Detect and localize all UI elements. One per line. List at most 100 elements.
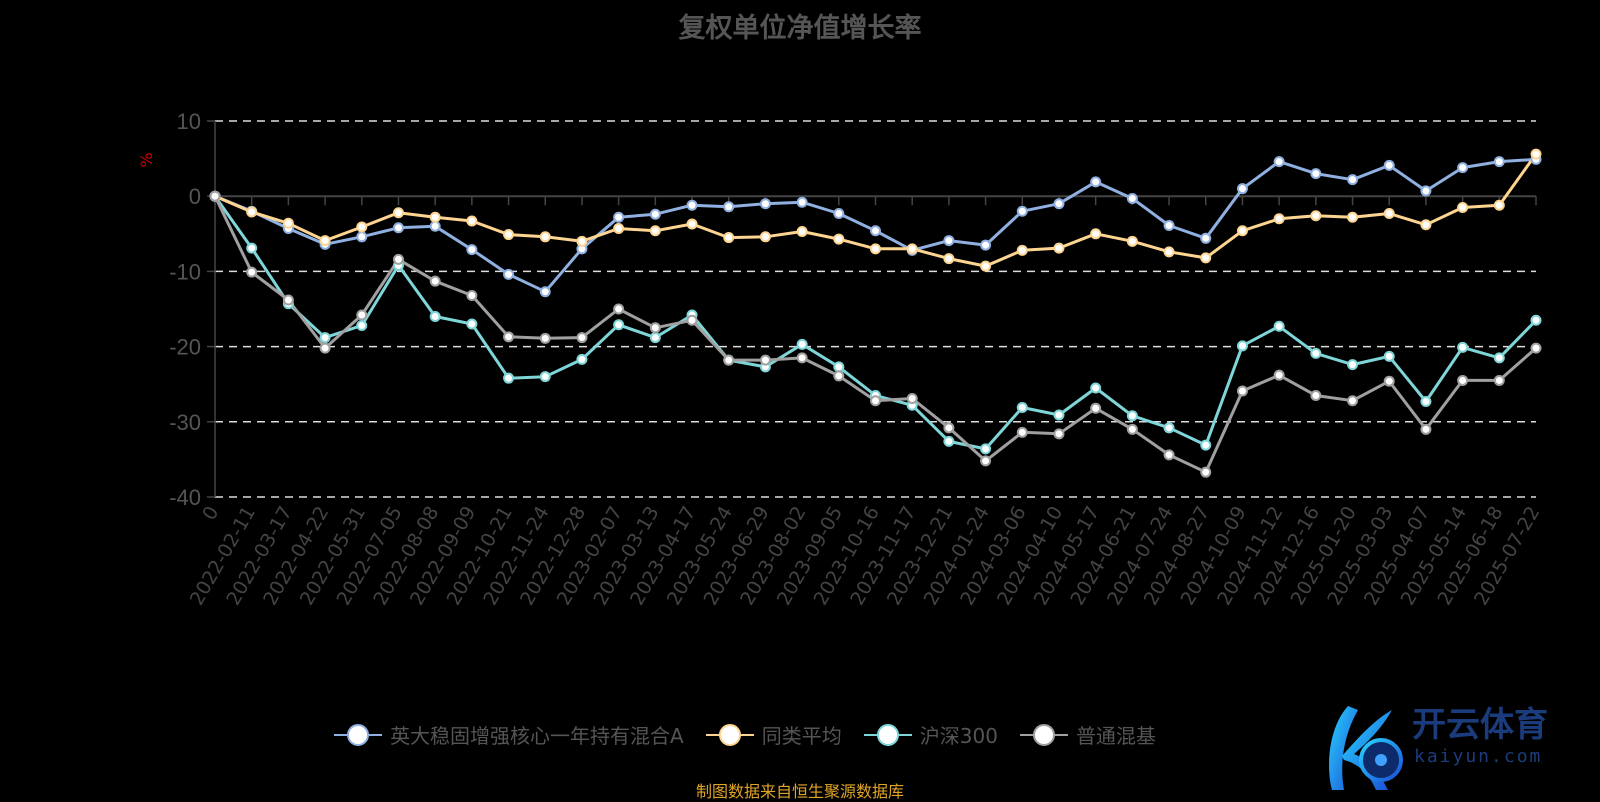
data-point bbox=[429, 311, 441, 323]
data-point bbox=[759, 354, 771, 366]
data-point bbox=[319, 342, 331, 354]
data-point bbox=[796, 226, 808, 238]
data-point bbox=[1457, 201, 1469, 213]
x-tick-label: 0 bbox=[198, 503, 223, 524]
data-point bbox=[429, 220, 441, 232]
data-point bbox=[1273, 213, 1285, 225]
data-point bbox=[1200, 439, 1212, 451]
legend-symbol-icon bbox=[863, 723, 912, 747]
data-point bbox=[1347, 211, 1359, 223]
data-point bbox=[686, 199, 698, 211]
data-point bbox=[356, 320, 368, 332]
data-point bbox=[392, 222, 404, 234]
data-point bbox=[1200, 252, 1212, 264]
data-point bbox=[1493, 199, 1505, 211]
logo-url: kaiyun.com bbox=[1414, 746, 1542, 767]
data-point bbox=[282, 294, 294, 306]
data-point bbox=[503, 331, 515, 343]
data-point bbox=[1347, 395, 1359, 407]
data-point bbox=[613, 303, 625, 315]
data-point bbox=[1016, 244, 1028, 256]
y-tick-label: 10 bbox=[177, 109, 201, 134]
data-point bbox=[1200, 466, 1212, 478]
data-point bbox=[1457, 374, 1469, 386]
data-point bbox=[686, 218, 698, 230]
data-point bbox=[1420, 423, 1432, 435]
data-point bbox=[980, 455, 992, 467]
data-point bbox=[1200, 232, 1212, 244]
data-point bbox=[1053, 428, 1065, 440]
data-point bbox=[723, 232, 735, 244]
data-point bbox=[539, 286, 551, 298]
data-point bbox=[539, 332, 551, 344]
data-point bbox=[1090, 402, 1102, 414]
data-source-note: 制图数据来自恒生聚源数据库 bbox=[695, 782, 904, 801]
data-point bbox=[392, 207, 404, 219]
data-point bbox=[686, 314, 698, 326]
data-point bbox=[613, 223, 625, 235]
data-point bbox=[943, 422, 955, 434]
data-point bbox=[576, 353, 588, 365]
data-point bbox=[1016, 205, 1028, 217]
legend-symbol-icon bbox=[334, 723, 383, 747]
y-tick-label: -40 bbox=[169, 485, 201, 510]
legend-item[interactable]: 同类平均 bbox=[705, 720, 842, 749]
data-point bbox=[870, 225, 881, 237]
legend-label: 同类平均 bbox=[761, 724, 842, 748]
legend-label: 沪深300 bbox=[919, 724, 998, 748]
data-point bbox=[1420, 395, 1432, 407]
data-point bbox=[833, 207, 845, 219]
data-point bbox=[1273, 156, 1285, 168]
data-point bbox=[1236, 385, 1248, 397]
data-point bbox=[319, 332, 331, 344]
data-point bbox=[356, 231, 368, 243]
data-point bbox=[246, 206, 258, 218]
data-point bbox=[503, 372, 515, 384]
data-point bbox=[723, 354, 735, 366]
data-point bbox=[356, 221, 368, 233]
data-point bbox=[649, 225, 661, 237]
legend-symbol-icon bbox=[1019, 723, 1068, 747]
data-point bbox=[429, 275, 441, 287]
data-point bbox=[649, 332, 661, 344]
data-point bbox=[1126, 410, 1138, 422]
data-point bbox=[1236, 225, 1248, 237]
data-point bbox=[1457, 341, 1469, 353]
data-point bbox=[833, 233, 845, 245]
data-point bbox=[1420, 185, 1432, 197]
data-point bbox=[319, 235, 331, 247]
data-point bbox=[613, 211, 625, 223]
data-point bbox=[759, 198, 771, 210]
data-point bbox=[466, 215, 478, 227]
data-point bbox=[980, 260, 992, 272]
data-point bbox=[1493, 156, 1505, 168]
legend-item[interactable]: 沪深300 bbox=[863, 720, 998, 749]
legend-label: 普通混基 bbox=[1075, 724, 1156, 748]
data-point bbox=[1383, 350, 1395, 362]
data-point bbox=[1126, 192, 1138, 204]
data-point bbox=[1383, 159, 1395, 171]
data-point bbox=[1053, 198, 1065, 210]
data-point bbox=[1163, 422, 1175, 434]
data-point bbox=[1126, 423, 1138, 435]
data-point bbox=[246, 242, 258, 254]
kaiyun-logo: 开云体育 kaiyun.com bbox=[1329, 705, 1548, 790]
data-point bbox=[1053, 242, 1065, 254]
line-chart: 100-10-20-30-40%02022-02-112022-03-17202… bbox=[137, 109, 1544, 609]
legend-item[interactable]: 英大稳固增强核心一年持有混合A bbox=[334, 720, 684, 749]
data-point bbox=[503, 268, 515, 280]
data-point bbox=[649, 322, 661, 334]
legend-item[interactable]: 普通混基 bbox=[1019, 720, 1156, 749]
data-point bbox=[906, 392, 918, 404]
legend: 英大稳固增强核心一年持有混合A 同类平均 沪深300 普通混基 bbox=[0, 720, 1600, 749]
chart-title: 复权单位净值增长率 bbox=[678, 13, 922, 44]
data-point bbox=[980, 443, 992, 455]
data-point bbox=[943, 253, 955, 265]
data-point bbox=[1163, 246, 1175, 258]
data-point bbox=[429, 211, 441, 223]
data-point bbox=[356, 309, 368, 321]
data-point bbox=[870, 243, 881, 255]
data-point bbox=[723, 201, 735, 213]
data-point bbox=[943, 235, 955, 247]
data-point bbox=[1530, 148, 1542, 160]
